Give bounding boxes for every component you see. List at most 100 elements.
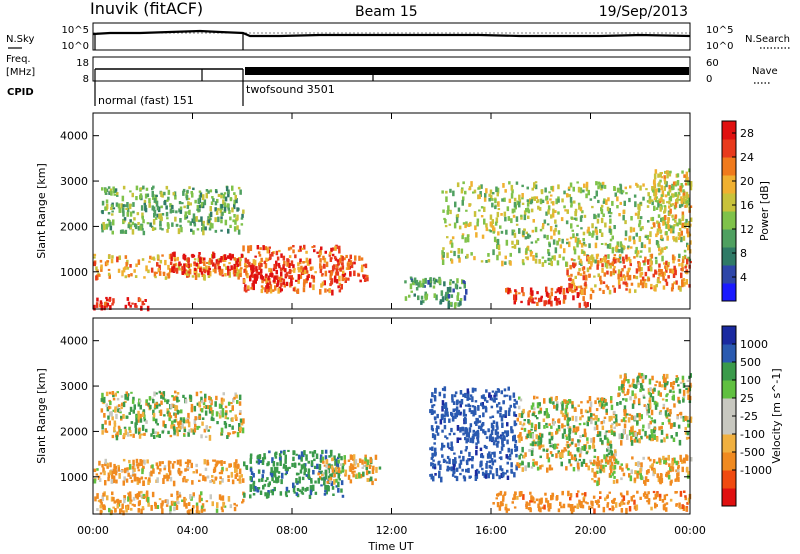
velocity-cell [627,379,630,384]
velocity-cell [356,474,360,479]
power-cell [303,279,306,285]
velocity-cell [169,461,172,464]
velocity-cell [485,436,489,439]
power-cell [190,228,193,232]
power-cell [143,276,146,279]
velocity-cell [586,441,589,444]
power-cell [505,288,508,293]
velocity-cell [288,466,291,469]
power-cell [107,212,111,215]
velocity-cell [510,428,513,434]
velocity-cell [459,403,462,408]
power-cell [494,221,498,226]
power-cell [577,271,580,276]
power-cell [642,279,646,284]
velocity-cell [650,429,653,433]
velocity-cell [658,495,662,501]
velocity-cell [259,460,263,464]
velocity-cell [542,418,546,422]
power-cell [442,247,445,250]
velocity-cell [480,425,483,431]
power-cell [122,185,126,190]
power-cell [440,290,444,296]
velocity-cell [322,460,325,464]
power-cell [226,203,230,208]
power-cell [138,298,142,302]
power-cell [655,196,658,199]
velocity-cell [326,480,329,484]
power-cell [167,273,170,279]
velocity-cell [198,401,201,408]
power-cell [657,173,660,178]
velocity-cell [162,478,165,484]
velocity-cell [138,429,141,435]
velocity-cell [502,414,505,418]
velocity-cell [599,491,602,494]
velocity-cell [670,466,673,470]
velocity-cell [324,484,327,490]
power-cell [566,241,569,245]
power-cell [688,168,691,173]
velocity-cell [139,404,142,410]
power-cell [672,218,675,221]
power-cell [652,273,655,278]
velocity-cell [249,486,252,492]
power-cell [513,244,517,249]
velocity-cell [434,473,437,476]
velocity-cell [479,464,482,468]
power-cell [443,281,446,287]
velocity-cell [284,454,287,460]
velocity-cell [451,394,454,400]
power-cell [656,278,660,284]
power-cell [659,206,662,212]
power-cell [665,281,669,286]
power-cell [573,287,577,293]
velocity-cell [602,419,606,424]
velocity-cell [173,412,176,416]
power-cell [112,207,116,210]
velocity-cell [226,435,229,439]
velocity-cell [148,477,151,482]
velocity-cell [343,459,347,465]
velocity-cell [569,493,573,498]
velocity-cell [313,458,316,462]
velocity-cell [233,502,236,506]
velocity-cell [152,409,155,415]
power-cell [275,260,278,267]
power-cell [536,238,540,241]
velocity-cell [128,426,131,431]
velocity-cell [241,501,244,504]
power-cell [258,265,261,271]
velocity-cell [555,405,559,411]
velocity-cell [235,394,238,399]
power-cell [187,201,190,206]
velocity-cell [256,488,259,493]
velocity-cell [285,494,288,498]
velocity-cell [219,410,223,416]
power-cell [660,234,663,239]
power-cell [483,218,486,225]
power-cell [600,207,603,212]
velocity-cell [94,496,97,502]
power-cell [579,290,582,295]
velocity-cell [455,411,459,417]
velocity-cell [547,457,551,463]
velocity-cell [152,416,155,422]
power-cell [99,259,103,263]
power-cell [208,257,212,263]
power-cell [534,258,538,264]
frequency-panel: Freq. [MHz] 18 8 Nave 60 0 [6,54,778,85]
power-cell [686,176,689,182]
velocity-cell [603,454,606,460]
power-cell [111,213,114,216]
power-cell [644,278,647,282]
velocity-cell [588,505,591,510]
velocity-cell [371,468,375,474]
power-cell [106,260,109,266]
velocity-cell [570,454,574,460]
velocity-cell [462,393,465,398]
velocity-cell [443,414,446,417]
power-cell [117,268,121,273]
power-cell [153,197,157,203]
velocity-cell [501,422,504,428]
